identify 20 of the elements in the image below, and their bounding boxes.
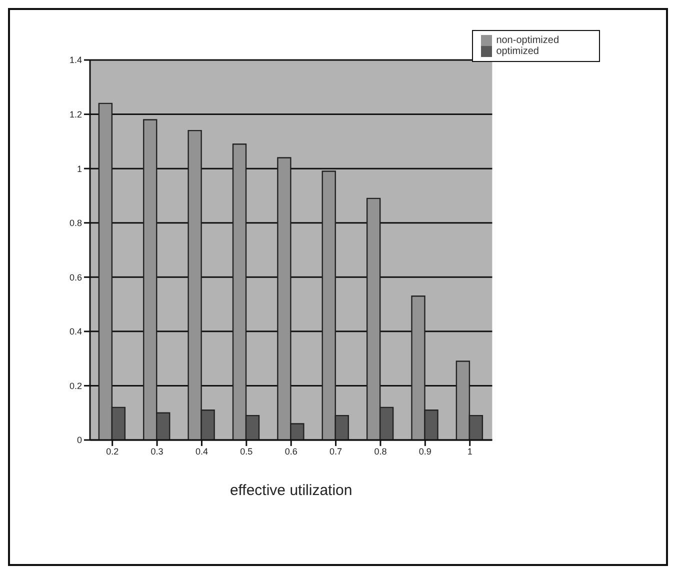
x-tick-label: 1 (467, 446, 472, 456)
y-tick-label: 1.2 (69, 109, 82, 120)
y-tick-label: 0.2 (69, 380, 82, 391)
y-tick-label: 0.8 (69, 218, 82, 228)
x-tick-label: 0.9 (418, 446, 432, 456)
x-tick-label: 0.2 (106, 446, 119, 456)
y-tick-label: 0 (76, 435, 82, 446)
x-tick-label: 0.5 (240, 446, 253, 456)
x-axis-title: effective utilization (230, 482, 352, 499)
x-tick-label: 0.6 (284, 446, 298, 456)
y-tick-label: 1.4 (69, 55, 82, 66)
y-tick-label: 0.6 (69, 272, 82, 282)
x-tick-label: 0.3 (150, 446, 164, 456)
y-tick-label: 1 (76, 164, 82, 174)
x-tick-label: 0.8 (374, 446, 387, 456)
legend-label: optimized (496, 46, 539, 58)
y-tick-label: 0.4 (69, 326, 82, 337)
legend-label: non-optimized (496, 35, 559, 46)
x-tick-label: 0.7 (330, 446, 342, 456)
x-tick-label: 0.4 (195, 446, 208, 456)
